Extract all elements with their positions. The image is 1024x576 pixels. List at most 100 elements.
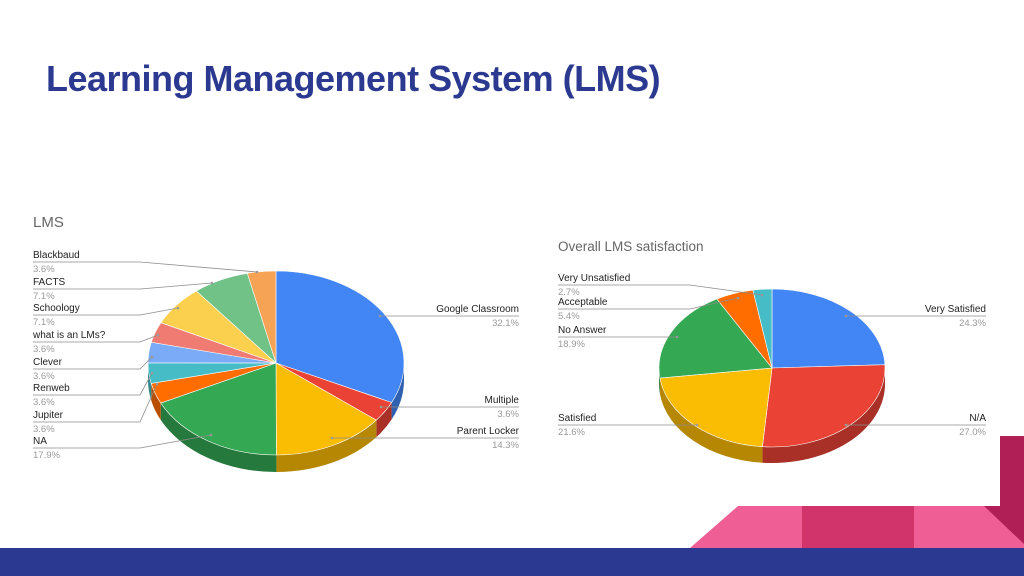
slice-label-value: 21.6%: [558, 427, 585, 438]
slice-label-name: Renweb: [33, 383, 70, 394]
slice-label-name: Jupiter: [33, 410, 64, 421]
slice-label-value: 32.1%: [492, 318, 519, 329]
label-what-is-an-lms: what is an LMs? 3.6%: [32, 330, 160, 355]
leader-dot: [150, 355, 154, 359]
footer-bar: [0, 548, 1024, 576]
slice-side-multiple: [376, 402, 392, 438]
slice-label-name: Blackbaud: [33, 250, 80, 261]
slice-label-name: Schoology: [33, 303, 80, 314]
deco-magenta-block: [802, 506, 914, 548]
slice-label-name: what is an LMs?: [32, 330, 106, 341]
slice-label-value: 3.6%: [33, 344, 55, 355]
leader-dot: [379, 405, 383, 409]
leader-dot: [736, 296, 740, 300]
leader-dot: [378, 314, 382, 318]
leader-dot: [330, 436, 334, 440]
leader-dot: [176, 306, 180, 310]
label-acceptable: Acceptable 5.4%: [558, 296, 740, 322]
leader-dot: [155, 382, 159, 386]
slice-no-answer: [658, 298, 773, 379]
leader-dot: [695, 423, 699, 427]
leader-line: [558, 284, 763, 296]
slice-na: [160, 362, 277, 456]
slice-very-unsatisfied: [752, 288, 773, 369]
slice-label-name: Satisfied: [558, 413, 596, 424]
slice-parent-locker: [275, 362, 377, 456]
slice-label-value: 17.9%: [33, 450, 60, 461]
label-very-unsatisfied: Very Unsatisfied 2.7%: [558, 273, 764, 298]
slice-label-value: 2.7%: [558, 287, 580, 298]
label-jupiter: Jupiter 3.6%: [33, 382, 159, 435]
slice-label-name: Google Classroom: [436, 304, 519, 315]
slice-label-value: 18.9%: [558, 339, 585, 350]
label-parent-locker: Parent Locker 14.3%: [330, 426, 520, 451]
slice-very-satisfied: [771, 288, 886, 369]
slide-title: Learning Management System (LMS): [46, 58, 661, 99]
leader-dot: [844, 314, 848, 318]
deco-pink-parallelogram: [690, 506, 802, 548]
slice-label-name: NA: [33, 436, 47, 447]
slice-side-renweb: [148, 363, 152, 401]
slice-label-name: No Answer: [558, 325, 607, 336]
label-blackbaud: Blackbaud 3.6%: [33, 250, 259, 275]
slice-side-jupiter: [151, 383, 161, 421]
leader-dot: [255, 270, 259, 274]
slice-label-name: Acceptable: [558, 297, 608, 308]
slice-label-name: FACTS: [33, 277, 66, 288]
chart-title: Overall LMS satisfaction: [558, 239, 704, 254]
slice-label-value: 3.6%: [33, 371, 55, 382]
label-google-classroom: Google Classroom 32.1%: [378, 304, 520, 329]
leader-dot: [210, 281, 214, 285]
slice-blackbaud: [246, 270, 277, 364]
leader-line: [33, 282, 213, 290]
slice-side-no-answer: [659, 368, 660, 395]
label-no-answer: No Answer 18.9%: [558, 325, 679, 350]
leader-line: [33, 434, 212, 449]
leader-dot: [760, 293, 764, 297]
deco-dark-triangle: [984, 506, 1024, 544]
slice-label-name: Parent Locker: [457, 426, 520, 437]
leader-line: [33, 372, 153, 396]
slice-acceptable: [716, 289, 773, 369]
slice-side-parent-locker: [276, 420, 377, 472]
slice-label-value: 3.6%: [33, 264, 55, 275]
slice-n-a: [762, 364, 886, 448]
chart-title: LMS: [33, 214, 64, 231]
label-facts: FACTS 7.1%: [33, 277, 214, 302]
label-multiple: Multiple 3.6%: [379, 395, 520, 420]
leader-line: [33, 383, 158, 423]
leader-dot: [150, 371, 154, 375]
leader-line: [33, 307, 179, 316]
label-na: NA 17.9%: [33, 433, 213, 461]
slice-label-name: Multiple: [485, 395, 520, 406]
slice-side-google-classroom: [391, 363, 404, 420]
label-satisfied: Satisfied 21.6%: [558, 413, 699, 438]
slice-google-classroom: [275, 270, 405, 403]
slice-label-value: 7.1%: [33, 291, 55, 302]
slice-label-name: Clever: [33, 357, 63, 368]
slice-label-value: 3.6%: [497, 409, 519, 420]
slice-label-value: 3.6%: [33, 397, 55, 408]
slice-label-value: 3.6%: [33, 424, 55, 435]
slice-label-value: 14.3%: [492, 440, 519, 451]
slice-label-value: 24.3%: [959, 318, 986, 329]
decorative-shapes: [690, 436, 1024, 548]
leader-line: [33, 334, 159, 343]
slice-label-name: Very Satisfied: [925, 304, 986, 315]
label-n-a: N/A27.0%: [844, 413, 987, 438]
leader-line: [33, 261, 258, 273]
slice-label-value: 7.1%: [33, 317, 55, 328]
label-schoology: Schoology 7.1%: [33, 303, 180, 328]
leader-dot: [844, 423, 848, 427]
label-very-satisfied: Very Satisfied 24.3%: [844, 304, 987, 329]
deco-dark-strip: [1000, 436, 1024, 506]
leader-dot: [675, 335, 679, 339]
slice-label-name: N/A: [969, 413, 986, 424]
slice-label-value: 5.4%: [558, 311, 580, 322]
leader-line: [33, 356, 153, 370]
slice-label-name: Very Unsatisfied: [558, 273, 630, 284]
leader-line: [558, 297, 739, 310]
lms-pie-chart: LMS Google Classroom 32.1% Multiple 3.6% Pare…: [32, 214, 520, 472]
label-clever: Clever 3.6%: [33, 355, 154, 382]
